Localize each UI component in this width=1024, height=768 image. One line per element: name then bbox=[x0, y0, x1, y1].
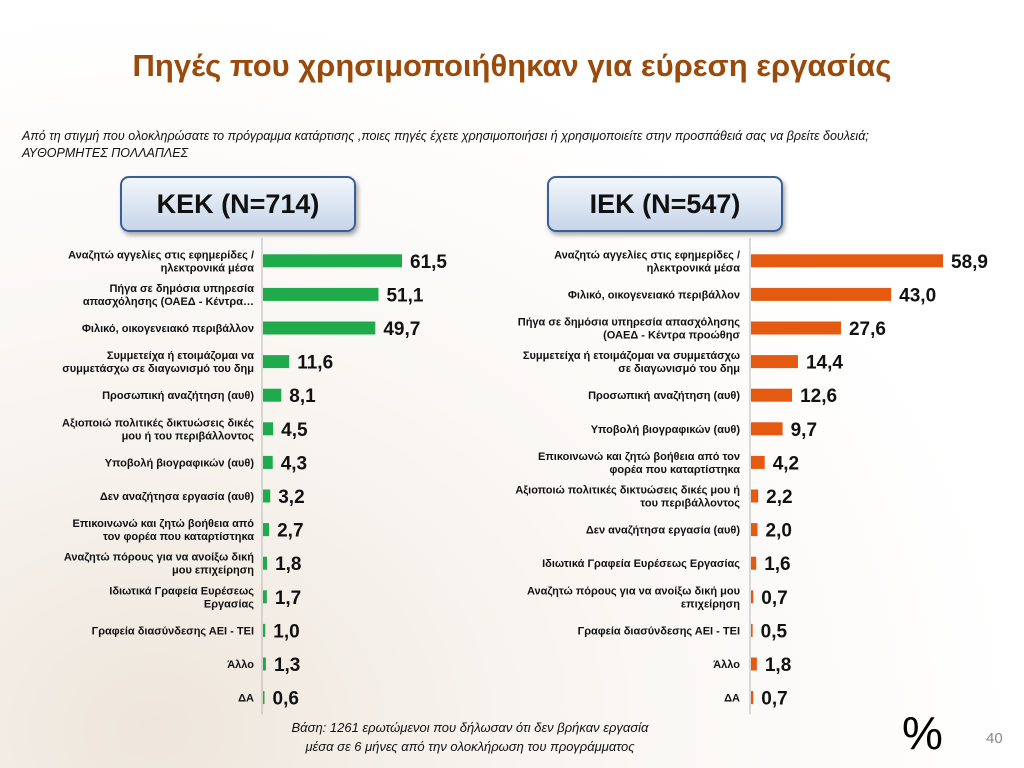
bar bbox=[751, 623, 753, 637]
category-label: Ιδιωτικά Γραφεία Ευρέσεως Εργασίας bbox=[542, 558, 740, 570]
value-label: 2,2 bbox=[766, 487, 792, 508]
value-label: 1,3 bbox=[274, 655, 300, 676]
category-label: Αξιοποιώ πολιτικές δικτυώσεις δικές μου ή… bbox=[62, 417, 254, 442]
value-label: 51,1 bbox=[386, 285, 423, 306]
value-label: 1,6 bbox=[764, 554, 790, 575]
page-title: Πηγές που χρησιμοποιήθηκαν για εύρεση ερ… bbox=[132, 48, 892, 83]
footnote-line-1: Βάση: 1261 ερωτώμενοι που δήλωσαν ότι δε… bbox=[291, 720, 649, 735]
category-label: ΔΑ bbox=[238, 693, 254, 705]
value-label: 61,5 bbox=[410, 252, 447, 273]
category-label: Επικοινωνώ και ζητώ βοήθεια από τον φορέα… bbox=[73, 518, 255, 543]
category-label: Υποβολή βιογραφικών (αυθ) bbox=[105, 457, 255, 469]
category-label: Επικοινωνώ και ζητώ βοήθεια από τον φορέα… bbox=[538, 451, 740, 476]
category-label: Γραφεία διασύνδεσης ΑΕΙ - ΤΕΙ bbox=[578, 625, 740, 637]
bar bbox=[263, 287, 379, 301]
iek-panel-badge: ΙΕΚ (Ν=547) bbox=[547, 176, 783, 232]
category-label: Αναζητώ αγγελίες στις εφημερίδες / ηλεκτρ… bbox=[554, 249, 740, 274]
value-label: 1,8 bbox=[275, 554, 301, 575]
bar bbox=[263, 355, 290, 369]
category-label: Αναζητώ αγγελίες στις εφημερίδες / ηλεκτρ… bbox=[68, 249, 254, 274]
bar bbox=[263, 691, 265, 705]
bar bbox=[751, 321, 841, 335]
category-label: Προσωπική αναζήτηση (αυθ) bbox=[588, 390, 740, 402]
value-label: 49,7 bbox=[383, 319, 420, 340]
bar bbox=[751, 388, 793, 402]
category-label: Φιλικό, οικογενειακό περιβάλλον bbox=[568, 289, 740, 301]
kek-bar-chart: Αναζητώ αγγελίες στις εφημερίδες / ηλεκτρ… bbox=[62, 238, 447, 715]
value-label: 3,2 bbox=[278, 487, 304, 508]
category-label: Άλλο bbox=[713, 659, 740, 671]
question-note: ΑΥΘΟΡΜΗΤΕΣ ΠΟΛΛΑΠΛΕΣ bbox=[22, 146, 189, 160]
value-label: 2,0 bbox=[766, 521, 792, 542]
category-label: Γραφεία διασύνδεσης ΑΕΙ - ΤΕΙ bbox=[92, 625, 254, 637]
category-label: Αξιοποιώ πολιτικές δικτυώσεις δικές μου … bbox=[515, 485, 740, 510]
value-label: 4,5 bbox=[281, 420, 308, 441]
category-label: Δεν αναζήτησα εργασία (αυθ) bbox=[586, 525, 741, 537]
value-label: 14,4 bbox=[806, 353, 843, 374]
value-label: 43,0 bbox=[899, 285, 936, 306]
category-label: Συμμετείχα ή ετοιμάζομαι να συμμετάσχω σε… bbox=[523, 350, 740, 375]
bar bbox=[263, 254, 402, 268]
category-label: Πήγα σε δημόσια υπηρεσία απασχόλησης (ΟΑΕ… bbox=[518, 317, 741, 342]
bar bbox=[263, 657, 266, 671]
bar bbox=[751, 556, 757, 570]
bar bbox=[263, 489, 271, 503]
value-label: 2,7 bbox=[277, 521, 303, 542]
category-label: ΔΑ bbox=[724, 693, 740, 705]
bar bbox=[751, 489, 759, 503]
bar bbox=[751, 455, 765, 469]
bar bbox=[263, 623, 266, 637]
page-number: 40 bbox=[986, 730, 1003, 747]
value-label: 1,7 bbox=[275, 588, 301, 609]
value-label: 27,6 bbox=[849, 319, 886, 340]
category-label: Αναζητώ πόρους για να ανοίξω δική μου επι… bbox=[64, 552, 254, 577]
value-label: 4,3 bbox=[281, 453, 307, 474]
bar bbox=[751, 691, 754, 705]
value-label: 11,6 bbox=[297, 353, 333, 374]
bar bbox=[751, 422, 783, 436]
category-label: Ιδιωτικά Γραφεία Ευρέσεως Εργασίας bbox=[109, 585, 254, 610]
value-label: 1,8 bbox=[765, 655, 791, 676]
category-label: Δεν αναζήτησα εργασία (αυθ) bbox=[100, 491, 255, 503]
question-text: Από τη στιγμή που ολοκληρώσατε το πρόγρα… bbox=[22, 129, 869, 143]
value-label: 12,6 bbox=[800, 386, 837, 407]
value-label: 0,7 bbox=[761, 588, 787, 609]
bar bbox=[751, 254, 943, 268]
value-label: 0,5 bbox=[761, 621, 788, 642]
bar bbox=[751, 657, 757, 671]
value-label: 0,7 bbox=[761, 689, 787, 710]
survey-question: Από τη στιγμή που ολοκληρώσατε το πρόγρα… bbox=[22, 128, 1012, 162]
footnote: Βάση: 1261 ερωτώμενοι που δήλωσαν ότι δε… bbox=[250, 718, 690, 756]
value-label: 0,6 bbox=[273, 689, 299, 710]
bar bbox=[751, 590, 754, 604]
bar bbox=[751, 355, 798, 369]
value-label: 9,7 bbox=[791, 420, 817, 441]
bar bbox=[263, 556, 268, 570]
value-label: 1,0 bbox=[273, 621, 299, 642]
category-label: Υποβολή βιογραφικών (αυθ) bbox=[591, 424, 741, 436]
category-label: Φιλικό, οικογενειακό περιβάλλον bbox=[82, 323, 254, 335]
kek-panel-badge: ΚΕΚ (Ν=714) bbox=[120, 176, 356, 232]
bar bbox=[263, 455, 273, 469]
category-label: Πήγα σε δημόσια υπηρεσία απασχόλησης (ΟΑΕ… bbox=[83, 283, 254, 308]
value-label: 58,9 bbox=[951, 252, 988, 273]
bar bbox=[263, 388, 282, 402]
value-label: 8,1 bbox=[289, 386, 316, 407]
percent-sign: % bbox=[902, 707, 943, 759]
category-label: Προσωπική αναζήτηση (αυθ) bbox=[102, 390, 254, 402]
iek-bar-chart: Αναζητώ αγγελίες στις εφημερίδες / ηλεκτρ… bbox=[515, 238, 988, 715]
category-label: Συμμετείχα ή ετοιμάζομαι να συμμετάσχω σε… bbox=[62, 350, 254, 375]
footnote-line-2: μέσα σε 6 μήνες από την ολοκλήρωση του π… bbox=[305, 739, 635, 754]
category-label: Άλλο bbox=[227, 659, 254, 671]
bar bbox=[263, 590, 267, 604]
bar bbox=[263, 422, 274, 436]
category-label: Αναζητώ πόρους για να ανοίξω δική μου επι… bbox=[527, 585, 740, 610]
bar bbox=[263, 321, 376, 335]
bar bbox=[263, 523, 270, 537]
bar bbox=[751, 287, 892, 301]
value-label: 4,2 bbox=[773, 453, 799, 474]
bar bbox=[751, 523, 758, 537]
